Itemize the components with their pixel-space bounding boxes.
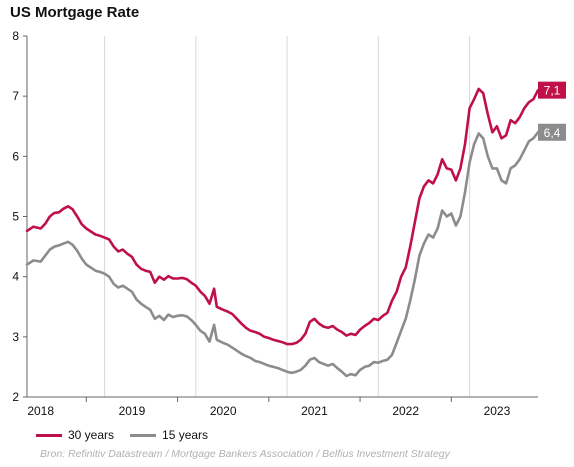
y-tick-label: 7 — [12, 89, 19, 103]
y-tick-label: 3 — [12, 330, 19, 344]
x-tick-label: 2018 — [27, 404, 54, 418]
source-note: Bron: Refinitiv Datastream / Mortgage Ba… — [40, 448, 450, 460]
chart-title: US Mortgage Rate — [10, 4, 140, 21]
y-tick-label: 8 — [12, 29, 19, 43]
series-line-15-years — [25, 131, 540, 378]
end-label-box-15-years — [538, 123, 566, 141]
legend-label-30-years: 30 years — [68, 428, 115, 442]
end-label-15-years: 6,4 — [544, 126, 561, 140]
x-tick-label: 2021 — [301, 404, 328, 418]
y-tick-label: 4 — [12, 270, 19, 284]
legend-swatch-30-years — [36, 433, 62, 437]
series-line-30-years — [25, 87, 540, 346]
line-chart: 2 3 4 5 6 7 8 2018 2019 2020 2021 2022 2023 7,1 6,4 — [12, 29, 566, 418]
legend-item-30-years: 30 years — [36, 428, 114, 442]
end-label-box-30-years — [538, 81, 566, 99]
legend: 30 years 15 years — [36, 428, 208, 442]
y-tick-label: 6 — [12, 149, 19, 163]
end-label-30-years: 7,1 — [544, 84, 561, 98]
x-tick-label: 2020 — [210, 404, 237, 418]
x-tick-label: 2022 — [392, 404, 419, 418]
y-tick-label: 5 — [12, 210, 19, 224]
x-tick-label: 2023 — [484, 404, 511, 418]
y-tick-label: 2 — [12, 390, 19, 404]
legend-item-15-years: 15 years — [130, 428, 208, 442]
legend-swatch-15-years — [130, 433, 157, 437]
legend-label-15-years: 15 years — [162, 428, 209, 442]
x-tick-label: 2019 — [119, 404, 146, 418]
